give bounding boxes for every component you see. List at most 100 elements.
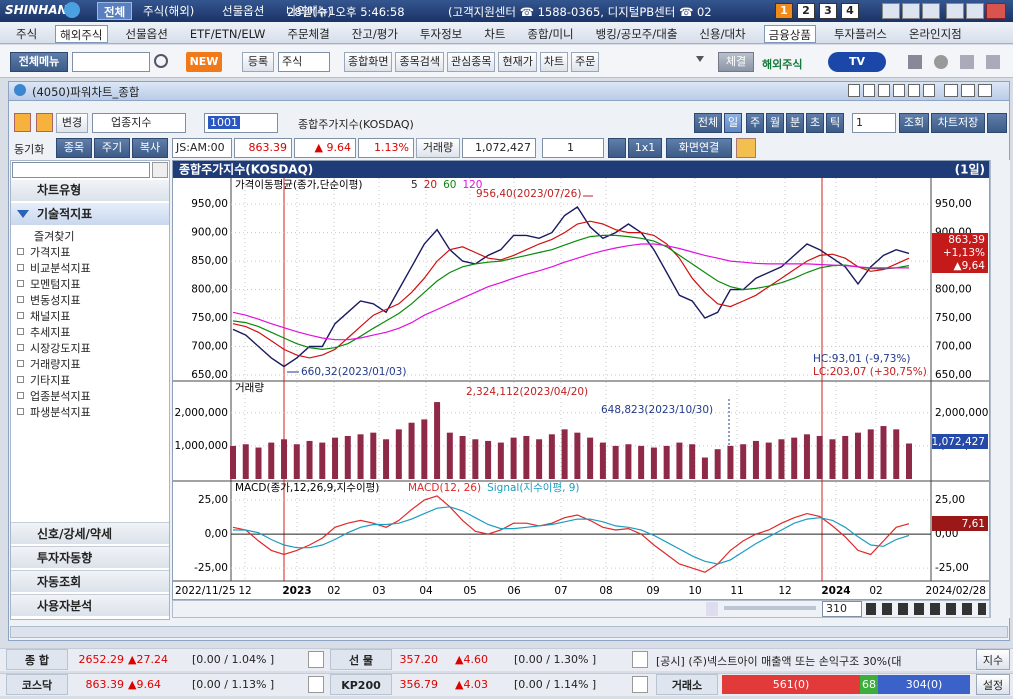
layout-button[interactable]: 1x1 [628,138,662,158]
sidebar-button[interactable]: 사용자분석 [11,594,169,616]
code-input[interactable]: 1001 [204,113,278,133]
sidebar-button[interactable]: 신호/강세/약세 [11,522,169,544]
menu-item[interactable]: 금융상품 [763,25,816,43]
window-icon[interactable] [960,55,974,69]
tree-toggle[interactable] [17,280,24,287]
win-btn[interactable] [863,84,875,97]
status-button[interactable]: 설정 [976,674,1010,695]
period-button[interactable]: 월 [766,113,784,133]
tree-item[interactable]: 업종분석지표 [30,390,91,403]
tree-item[interactable]: 채널지표 [30,310,71,323]
status-select[interactable] [632,676,648,693]
tree-toggle[interactable] [17,264,24,271]
minimize-button[interactable] [944,84,958,97]
menu-item[interactable]: 투자플러스 [833,27,887,41]
scroll-count[interactable]: 310 [822,601,862,617]
layout-count-select[interactable]: 1 [542,138,604,158]
win-btn[interactable] [848,84,860,97]
page-button[interactable]: 2 [797,3,815,19]
menu-item[interactable]: 주식 [16,27,38,41]
period-button[interactable]: 전체 [694,113,722,133]
tree-toggle[interactable] [17,376,24,383]
scroll-buttons[interactable] [866,603,986,615]
tree-item[interactable]: 거래량지표 [30,358,81,371]
print-button[interactable] [902,3,920,19]
count-select[interactable]: 1 [852,113,896,133]
tree-toggle[interactable] [17,328,24,335]
page-button[interactable]: 1 [775,3,793,19]
fill-button[interactable]: 체결 [718,52,754,72]
menu-item[interactable]: 신용/대차 [699,27,746,41]
close-button[interactable] [986,3,1006,19]
tree-item[interactable]: 모멘텀지표 [30,278,81,291]
menu-item[interactable]: 차트 [484,27,506,41]
change-button[interactable]: 변경 [56,113,88,133]
mode-icon[interactable] [14,113,31,132]
period-button[interactable]: 주 [746,113,764,133]
screen-button[interactable]: 종합화면 [344,52,393,72]
link-button[interactable]: 화면연결 [666,138,732,158]
screen-button[interactable]: 차트 [539,52,569,72]
market-select[interactable]: 업종지수 [92,113,186,133]
screen-button[interactable]: 종목검색 [395,52,444,72]
section-header[interactable]: 차트유형 [11,180,169,201]
lock-button[interactable] [922,3,940,19]
sidebar-button[interactable]: 투자자동향 [11,546,169,568]
toolbar-icons[interactable] [908,53,1008,71]
menu-search-input[interactable] [72,52,150,72]
win-btn[interactable] [878,84,890,97]
sidebar-button[interactable]: 자동조회 [11,570,169,592]
top-tab[interactable]: 전체 [97,2,133,20]
tree-toggle[interactable] [17,344,24,351]
menu-item[interactable]: 해외주식 [55,25,108,43]
tree-item[interactable]: 추세지표 [30,326,71,339]
win-btn[interactable] [908,84,920,97]
status-select[interactable] [632,651,648,668]
indicator-search[interactable] [12,162,150,178]
layout-icon[interactable] [986,55,1000,69]
more-arrow[interactable] [696,56,704,62]
period-button[interactable]: 일 [724,113,742,133]
menu-item[interactable]: 주문체결 [287,27,330,41]
tree-item[interactable]: 비교분석지표 [30,262,91,275]
status-button[interactable]: 지수 [976,649,1010,670]
settings-button[interactable] [987,113,1007,133]
page-button[interactable]: 3 [819,3,837,19]
period-button[interactable]: 초 [806,113,824,133]
favorites[interactable]: 즐겨찾기 [34,230,75,243]
pen-button[interactable] [736,138,756,158]
top-tab[interactable]: 주식(해외) [143,4,195,18]
window-buttons[interactable] [848,84,1008,98]
tv-button[interactable]: TV [828,52,886,72]
tree-toggle[interactable] [17,248,24,255]
tree-item[interactable]: 파생분석지표 [30,406,91,419]
tree-item[interactable]: 시장강도지표 [30,342,91,355]
section-header[interactable]: 기술적지표 [11,203,169,225]
window-controls[interactable] [882,3,1010,19]
top-tab[interactable]: 선물옵션 [222,4,265,18]
register-button[interactable]: 등록 [242,52,274,72]
tree-item[interactable]: 기타지표 [30,374,71,387]
maximize-button[interactable] [961,84,975,97]
minimize-button[interactable] [946,3,964,19]
tree-item[interactable]: 가격지표 [30,246,71,259]
query-button[interactable]: 조회 [899,113,929,133]
menu-item[interactable]: 투자정보 [419,27,463,41]
tree-toggle[interactable] [17,296,24,303]
search-icon[interactable] [154,54,168,68]
screen-button[interactable]: 현재가 [498,52,537,72]
all-menu-button[interactable]: 전체메뉴 [10,52,68,72]
scroll-left[interactable] [706,602,718,616]
period-button[interactable]: 분 [786,113,804,133]
maximize-button[interactable] [966,3,984,19]
zoom-slider[interactable] [724,606,816,610]
win-btn[interactable] [923,84,935,97]
top-tab[interactable]: 나의메뉴1 [286,4,336,18]
win-btn[interactable] [893,84,905,97]
new-badge[interactable]: NEW [186,52,222,72]
grid-icon[interactable] [908,55,922,69]
add-button[interactable] [608,138,626,158]
page-button[interactable]: 4 [841,3,859,19]
tree-toggle[interactable] [17,392,24,399]
screen-button[interactable]: 주문 [571,52,600,72]
